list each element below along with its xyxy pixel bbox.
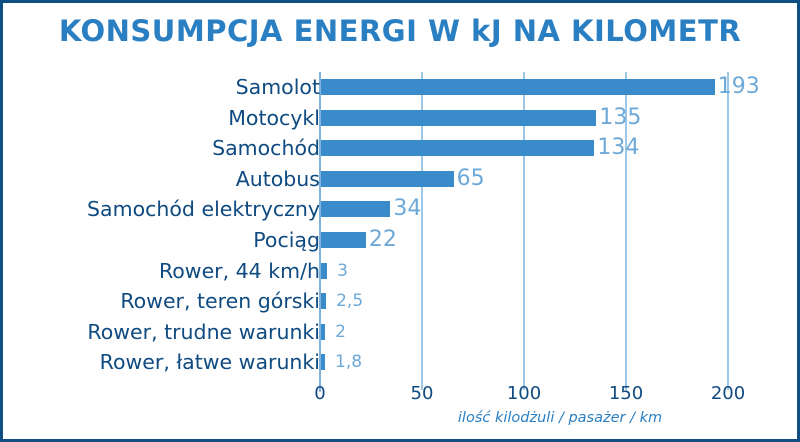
category-label: Motocykl <box>228 105 320 130</box>
category-label: Rower, 44 km/h <box>158 258 320 283</box>
bar-row: Samochód elektryczny 34 <box>0 194 800 224</box>
value-label: 1,8 <box>335 352 363 373</box>
value-label: 34 <box>393 196 422 222</box>
category-label: Rower, trudne warunki <box>87 319 320 344</box>
bar <box>321 79 715 95</box>
bar-row: Pociąg 22 <box>0 225 800 255</box>
category-label: Pociąg <box>253 228 320 252</box>
x-tick-150: 150 <box>608 383 644 404</box>
gridline-200 <box>727 72 729 390</box>
bar-row: Rower, łatwe warunki 1,8 <box>0 347 800 377</box>
category-label: Rower, łatwe warunki <box>99 350 320 375</box>
bar <box>321 170 454 187</box>
category-label: Samochód elektryczny <box>87 197 320 222</box>
bar <box>321 201 391 218</box>
chart-title: KONSUMPCJA ENERGI W kJ NA KILOMETR <box>58 14 742 48</box>
bar <box>321 323 326 340</box>
bar-row: Autobus 65 <box>0 164 800 194</box>
value-label: 22 <box>368 227 397 252</box>
x-axis-label: ilość kilodżuli / pasażer / km <box>457 410 663 426</box>
y-axis-line <box>319 72 321 392</box>
bar <box>321 232 366 248</box>
gridline-150 <box>625 72 627 390</box>
x-tick-0: 0 <box>314 383 326 404</box>
bar <box>321 262 328 279</box>
value-label: 2,5 <box>336 291 364 312</box>
value-label: 134 <box>597 135 640 161</box>
gridline-50 <box>421 72 423 390</box>
category-label: Rower, teren górski <box>120 289 320 314</box>
bar-row: Samochód 134 <box>0 133 800 163</box>
value-label: 193 <box>717 74 760 99</box>
bar <box>321 354 325 371</box>
bar <box>321 293 327 310</box>
bar-row: Motocykl 135 <box>0 103 800 133</box>
category-label: Autobus <box>235 166 320 191</box>
bar-row: Rower, trudne warunki 2 <box>0 317 800 347</box>
value-label: 3 <box>337 260 348 281</box>
x-tick-200: 200 <box>710 383 746 404</box>
bar-row: Samolot 193 <box>0 72 800 102</box>
category-label: Samolot <box>235 75 320 99</box>
bar-row: Rower, 44 km/h 3 <box>0 256 800 286</box>
value-label: 135 <box>599 104 642 130</box>
x-tick-100: 100 <box>506 383 542 404</box>
bar-row: Rower, teren górski 2,5 <box>0 286 800 316</box>
category-label: Samochód <box>212 136 320 161</box>
value-label: 65 <box>456 165 485 191</box>
x-tick-50: 50 <box>410 383 434 404</box>
bar <box>321 109 597 126</box>
gridline-100 <box>523 72 525 390</box>
value-label: 2 <box>335 321 346 342</box>
bar <box>321 140 595 157</box>
